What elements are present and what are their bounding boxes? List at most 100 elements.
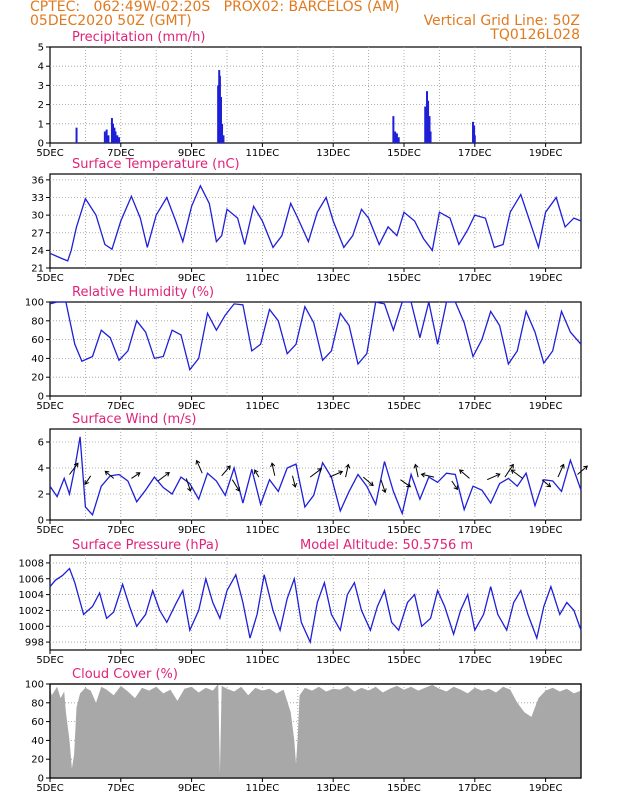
precip-bar: [103, 131, 106, 143]
x-tick-label: 7DEC: [107, 655, 134, 666]
y-tick-label: 1004: [19, 590, 44, 601]
x-tick-label: 9DEC: [178, 401, 205, 412]
precip-bar: [114, 131, 117, 143]
wind-vector: [221, 465, 231, 477]
wind-vector-arrowhead: [510, 469, 516, 474]
wind-vector: [104, 471, 115, 479]
wind-vector-arrowhead: [187, 486, 192, 492]
wind-vector: [157, 472, 170, 482]
x-tick-label: 13DEC: [316, 401, 350, 412]
precip-bar: [394, 131, 397, 143]
y-tick-label: 27: [31, 228, 44, 239]
wind-vector: [486, 473, 500, 481]
wind-vector-arrowhead: [453, 485, 458, 491]
precip-bar: [472, 121, 475, 143]
header-station-line: CPTEC: 062:49W-02:20S PROX02: BARCELOS (…: [30, 0, 400, 15]
panel-title: Relative Humidity (%): [72, 285, 214, 300]
precip-bar: [75, 127, 78, 143]
x-tick-label: 17DEC: [458, 401, 492, 412]
y-tick-label: 20: [31, 755, 44, 766]
y-tick-label: 3: [38, 81, 44, 92]
y-tick-label: 40: [31, 736, 44, 747]
y-tick-label: 1002: [19, 606, 44, 617]
wind-vector: [459, 469, 470, 479]
precip-bar: [222, 135, 225, 143]
y-tick-label: 36: [31, 175, 44, 186]
y-tick-label: 21: [31, 264, 44, 275]
y-tick-label: 998: [25, 638, 44, 649]
wind-vector: [131, 472, 141, 479]
wind-vector-arrowhead: [546, 482, 552, 488]
y-tick-label: 30: [31, 211, 44, 222]
wind-vector-arrowhead: [195, 459, 201, 465]
pres-panel: 5DEC 7DEC 9DEC 11DEC 13DEC 15DEC 17DEC 19DEC 998…: [19, 538, 582, 666]
header-run-time: 05DEC2020 50Z (GMT): [30, 13, 192, 29]
wind-vector: [577, 465, 588, 475]
x-tick-label: 19DEC: [529, 148, 563, 159]
precip-bar: [107, 135, 110, 143]
x-tick-label: 15DEC: [387, 148, 421, 159]
x-tick-label: 9DEC: [178, 148, 205, 159]
wind-vector: [362, 476, 374, 486]
x-tick-label: 11DEC: [246, 655, 280, 666]
wind-vector: [309, 468, 322, 478]
wind-vector: [254, 469, 260, 478]
x-tick-label: 11DEC: [246, 273, 280, 284]
x-tick-label: 13DEC: [316, 655, 350, 666]
wind-vector-arrowhead: [165, 472, 170, 477]
wind-vector-arrowhead: [369, 481, 374, 487]
wind-vector-arrowhead: [235, 486, 240, 492]
wind-vector: [345, 464, 349, 478]
x-tick-label: 7DEC: [107, 401, 134, 412]
x-tick-label: 13DEC: [316, 525, 350, 536]
wind-vector-arrowhead: [292, 483, 298, 488]
wind-vector: [231, 479, 240, 492]
precip-bar: [395, 133, 398, 143]
panel-title: Surface Temperature (nC): [72, 157, 240, 172]
panel-title: Precipitation (mm/h): [72, 30, 205, 45]
precip-bar: [424, 106, 427, 143]
temp-panel: 5DEC 7DEC 9DEC 11DEC 13DEC 15DEC 17DEC 19DEC 21 2…: [31, 157, 582, 284]
precip-bar: [427, 100, 430, 143]
x-tick-label: 11DEC: [246, 525, 280, 536]
wind-vector: [84, 475, 92, 485]
y-tick-label: 0: [38, 516, 44, 527]
y-tick-label: 2: [38, 100, 44, 111]
plot-frame: [49, 301, 582, 397]
y-tick-label: 80: [31, 698, 44, 709]
precip-bar: [116, 135, 119, 143]
y-tick-label: 4: [38, 62, 44, 73]
precip-bar: [473, 125, 476, 143]
rh-series-line: [49, 301, 582, 372]
wind-vector-arrowhead: [254, 469, 259, 475]
wind-vector: [451, 480, 458, 490]
precip-bar: [392, 116, 395, 143]
wind-vector-arrowhead: [509, 463, 514, 469]
precip-bar: [105, 129, 108, 143]
x-tick-label: 11DEC: [246, 148, 280, 159]
y-tick-label: 100: [25, 298, 44, 309]
cloud-panel: 5DEC 7DEC 9DEC 11DEC 13DEC 15DEC 17DEC 19DEC 0 20…: [25, 667, 582, 794]
y-tick-label: 1006: [19, 574, 44, 585]
x-tick-label: 7DEC: [107, 783, 134, 794]
precip-bar: [426, 91, 429, 143]
x-tick-label: 19DEC: [529, 525, 563, 536]
wind-vector-arrowhead: [583, 465, 589, 471]
cloud-cover-area: [50, 684, 581, 778]
wind-vector: [421, 473, 435, 478]
y-tick-label: 20: [31, 373, 44, 384]
precip-bar: [219, 96, 222, 143]
precip-bar: [473, 135, 476, 143]
y-tick-label: 0: [38, 139, 44, 150]
y-tick-label: 4: [38, 464, 44, 475]
y-tick-label: 1008: [19, 558, 44, 569]
precip-bar: [218, 75, 221, 143]
wind-vector: [292, 475, 296, 488]
wind-vector: [511, 469, 523, 479]
y-tick-label: 100: [25, 680, 44, 691]
x-tick-label: 19DEC: [529, 655, 563, 666]
panel-title: Surface Pressure (hPa): [72, 538, 219, 553]
precip-bar: [397, 137, 400, 143]
x-tick-label: 5DEC: [36, 148, 63, 159]
